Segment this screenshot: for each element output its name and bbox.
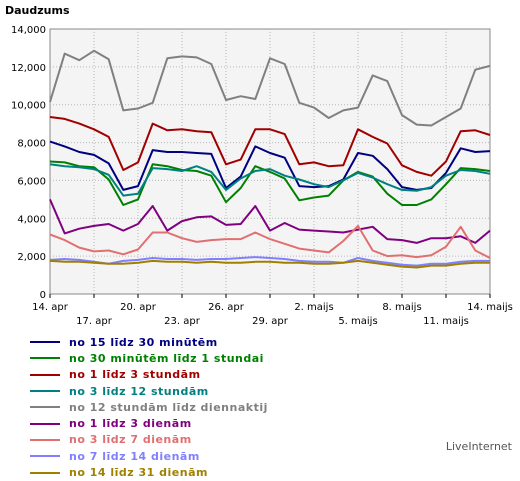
legend-label: no 1 līdz 3 stundām [69, 368, 201, 382]
legend-item: no 1 līdz 3 stundām [30, 367, 268, 383]
series-line [49, 116, 491, 177]
x-tick-label: 5. maijs [338, 316, 377, 327]
x-axis: 14. apr 20. apr 26. apr 2. maijs 8. maijs 14.… [32, 294, 513, 327]
legend-swatch [30, 455, 60, 458]
legend-item: no 12 stundām līdz diennaktij [30, 399, 268, 415]
legend-swatch [30, 471, 60, 474]
x-tick-label: 20. apr [120, 302, 157, 313]
legend-swatch [30, 406, 60, 409]
series-line [49, 160, 491, 206]
y-tick-label: 8,000 [17, 139, 46, 150]
y-tick-label: 4,000 [17, 214, 46, 225]
y-tick-label: 2,000 [17, 252, 46, 263]
y-tick-label: 6,000 [17, 176, 46, 187]
x-tick-label: 23. apr [164, 316, 201, 327]
y-tick-label: 10,000 [11, 101, 46, 112]
legend-item: no 1 līdz 3 dienām [30, 415, 268, 431]
x-tick-label: 11. maijs [423, 316, 469, 327]
legend-item: no 15 līdz 30 minūtēm [30, 334, 268, 350]
x-tick-label: 2. maijs [294, 302, 333, 313]
legend-swatch [30, 390, 60, 393]
legend-label: no 12 stundām līdz diennaktij [69, 400, 268, 414]
legend-label: no 30 minūtēm līdz 1 stundai [69, 351, 264, 365]
legend-item: no 3 līdz 7 dienām [30, 432, 268, 448]
legend-label: no 7 līdz 14 dienām [69, 449, 200, 463]
series-line [49, 259, 490, 269]
series-line [49, 199, 491, 244]
y-tick-label: 0 [40, 290, 46, 301]
x-tick-label: 14. apr [32, 302, 69, 313]
y-tick-label: 14,000 [11, 25, 46, 36]
legend-label: no 3 līdz 7 dienām [69, 433, 192, 447]
legend-swatch [30, 422, 60, 425]
x-tick-label: 26. apr [208, 302, 245, 313]
legend-item: no 7 līdz 14 dienām [30, 448, 268, 464]
legend-swatch [30, 357, 60, 360]
legend-label: no 1 līdz 3 dienām [69, 417, 192, 431]
x-tick-label: 29. apr [252, 316, 289, 327]
legend-label: no 3 līdz 12 stundām [69, 384, 209, 398]
x-tick-label: 17. apr [76, 316, 113, 327]
y-axis: 0 2,000 4,000 6,000 8,000 10,000 12,000 14,000 [11, 25, 46, 301]
credit-label: LiveInternet [445, 440, 512, 453]
legend-swatch [30, 373, 60, 376]
legend-label: no 14 līdz 31 dienām [69, 466, 208, 480]
legend-swatch [30, 438, 60, 441]
series-lines [49, 49, 491, 269]
legend-item: no 3 līdz 12 stundām [30, 383, 268, 399]
line-chart: Daudzums 0 2,000 4,000 6,000 8,000 10,000 12,0… [5, 4, 513, 327]
y-tick-label: 12,000 [11, 63, 46, 74]
series-line [49, 163, 491, 197]
series-line [49, 256, 490, 267]
legend-item: no 14 līdz 31 dienām [30, 464, 268, 480]
legend: no 15 līdz 30 minūtēm no 30 minūtēm līdz … [30, 334, 268, 481]
series-line [49, 49, 491, 127]
legend-label: no 15 līdz 30 minūtēm [69, 335, 218, 349]
x-tick-label: 8. maijs [382, 302, 421, 313]
series-line [49, 224, 491, 259]
legend-swatch [30, 341, 60, 344]
legend-item: no 30 minūtēm līdz 1 stundai [30, 350, 268, 366]
x-tick-label: 14. maijs [467, 302, 513, 313]
y-axis-title: Daudzums [5, 4, 70, 17]
